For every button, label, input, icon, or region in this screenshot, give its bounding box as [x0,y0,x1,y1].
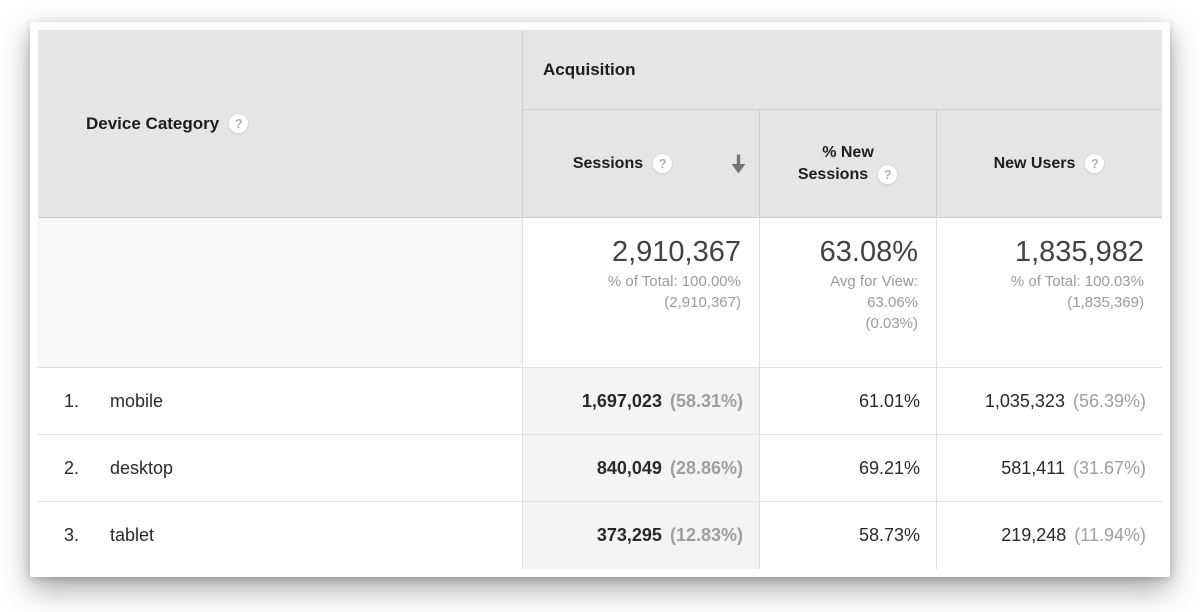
sessions-percent: (12.83%) [669,525,743,545]
sessions-value-cell: 1,697,023 (58.31%) [523,368,760,435]
pct-new-sessions-value-cell: 61.01% [760,368,937,435]
sessions-value: 1,697,023 [581,390,662,411]
acquisition-group-header-label: Acquisition [543,59,636,79]
new-users-value-cell: 581,411 (31.67%) [937,435,1162,502]
new-users-total-value: 1,835,982 [1014,236,1144,268]
new-users-value-cell: 1,035,323 (56.39%) [937,368,1162,435]
pct-new-sessions-value: 69.21% [858,457,920,478]
row-rank: 3. [64,525,80,545]
pct-new-sessions-help-icon[interactable]: ? [877,164,899,185]
device-name-link[interactable]: desktop [110,457,174,478]
table-row-device-cell: 1. mobile [38,368,523,435]
new-users-column-header[interactable]: New Users ? [937,110,1162,218]
sessions-total-subtext: % of Total: 100.00% (2,910,367) [607,273,741,311]
sessions-value-cell: 840,049 (28.86%) [523,435,760,502]
new-users-value: 219,248 [1001,525,1067,545]
pct-new-sessions-value: 61.01% [858,390,920,411]
pct-new-sessions-total-cell: 63.08% Avg for View: 63.06% (0.03%) [760,218,937,368]
table-row-device-cell: 3. tablet [38,502,523,569]
sessions-value: 840,049 [596,457,662,478]
sessions-total-cell: 2,910,367 % of Total: 100.00% (2,910,367… [523,218,760,368]
sessions-total-value: 2,910,367 [611,236,741,268]
sort-descending-icon[interactable] [730,154,747,173]
pct-new-sessions-value-cell: 69.21% [760,435,937,502]
device-category-header-label: Device Category [86,113,220,133]
new-users-value: 581,411 [1001,457,1065,478]
row-rank: 2. [64,457,80,478]
new-users-column-header-label: New Users [993,154,1076,172]
device-category-table: Device Category ? Acquisition Sessions ?… [38,30,1162,569]
pct-new-sessions-column-header[interactable]: % New Sessions ? [760,110,937,218]
analytics-table-card: Device Category ? Acquisition Sessions ?… [30,22,1170,577]
table-row-device-cell: 2. desktop [38,435,523,502]
new-users-total-cell: 1,835,982 % of Total: 100.03% (1,835,369… [937,218,1162,368]
row-rank: 1. [64,390,80,411]
pct-new-sessions-total-value: 63.08% [819,236,918,268]
device-category-help-icon[interactable]: ? [228,113,250,134]
pct-new-sessions-header-label: % New Sessions ? [798,142,899,186]
new-users-percent: (11.94%) [1074,525,1146,545]
sessions-percent: (28.86%) [669,457,743,478]
new-users-percent: (31.67%) [1072,457,1146,478]
new-users-total-subtext: % of Total: 100.03% (1,835,369) [1010,273,1144,311]
sessions-value: 373,295 [596,525,662,545]
new-users-value-cell: 219,248 (11.94%) [937,502,1162,569]
acquisition-group-header: Acquisition [523,30,1162,110]
new-users-value: 1,035,323 [984,390,1065,411]
sessions-help-icon[interactable]: ? [652,153,674,174]
device-name-link[interactable]: mobile [110,390,164,411]
sessions-value-cell: 373,295 (12.83%) [523,502,760,569]
sessions-percent: (58.31%) [669,390,743,411]
summary-dimension-cell [38,218,523,368]
new-users-percent: (56.39%) [1072,390,1146,411]
sessions-column-header-label: Sessions [572,154,644,172]
pct-new-sessions-value: 58.73% [858,525,920,545]
pct-new-sessions-value-cell: 58.73% [760,502,937,569]
device-name-link[interactable]: tablet [110,525,155,545]
new-users-help-icon[interactable]: ? [1084,153,1106,174]
pct-new-sessions-total-subtext: Avg for View: 63.06% (0.03%) [830,273,918,332]
sessions-column-header[interactable]: Sessions ? [523,110,760,218]
device-category-header[interactable]: Device Category ? [38,30,523,218]
